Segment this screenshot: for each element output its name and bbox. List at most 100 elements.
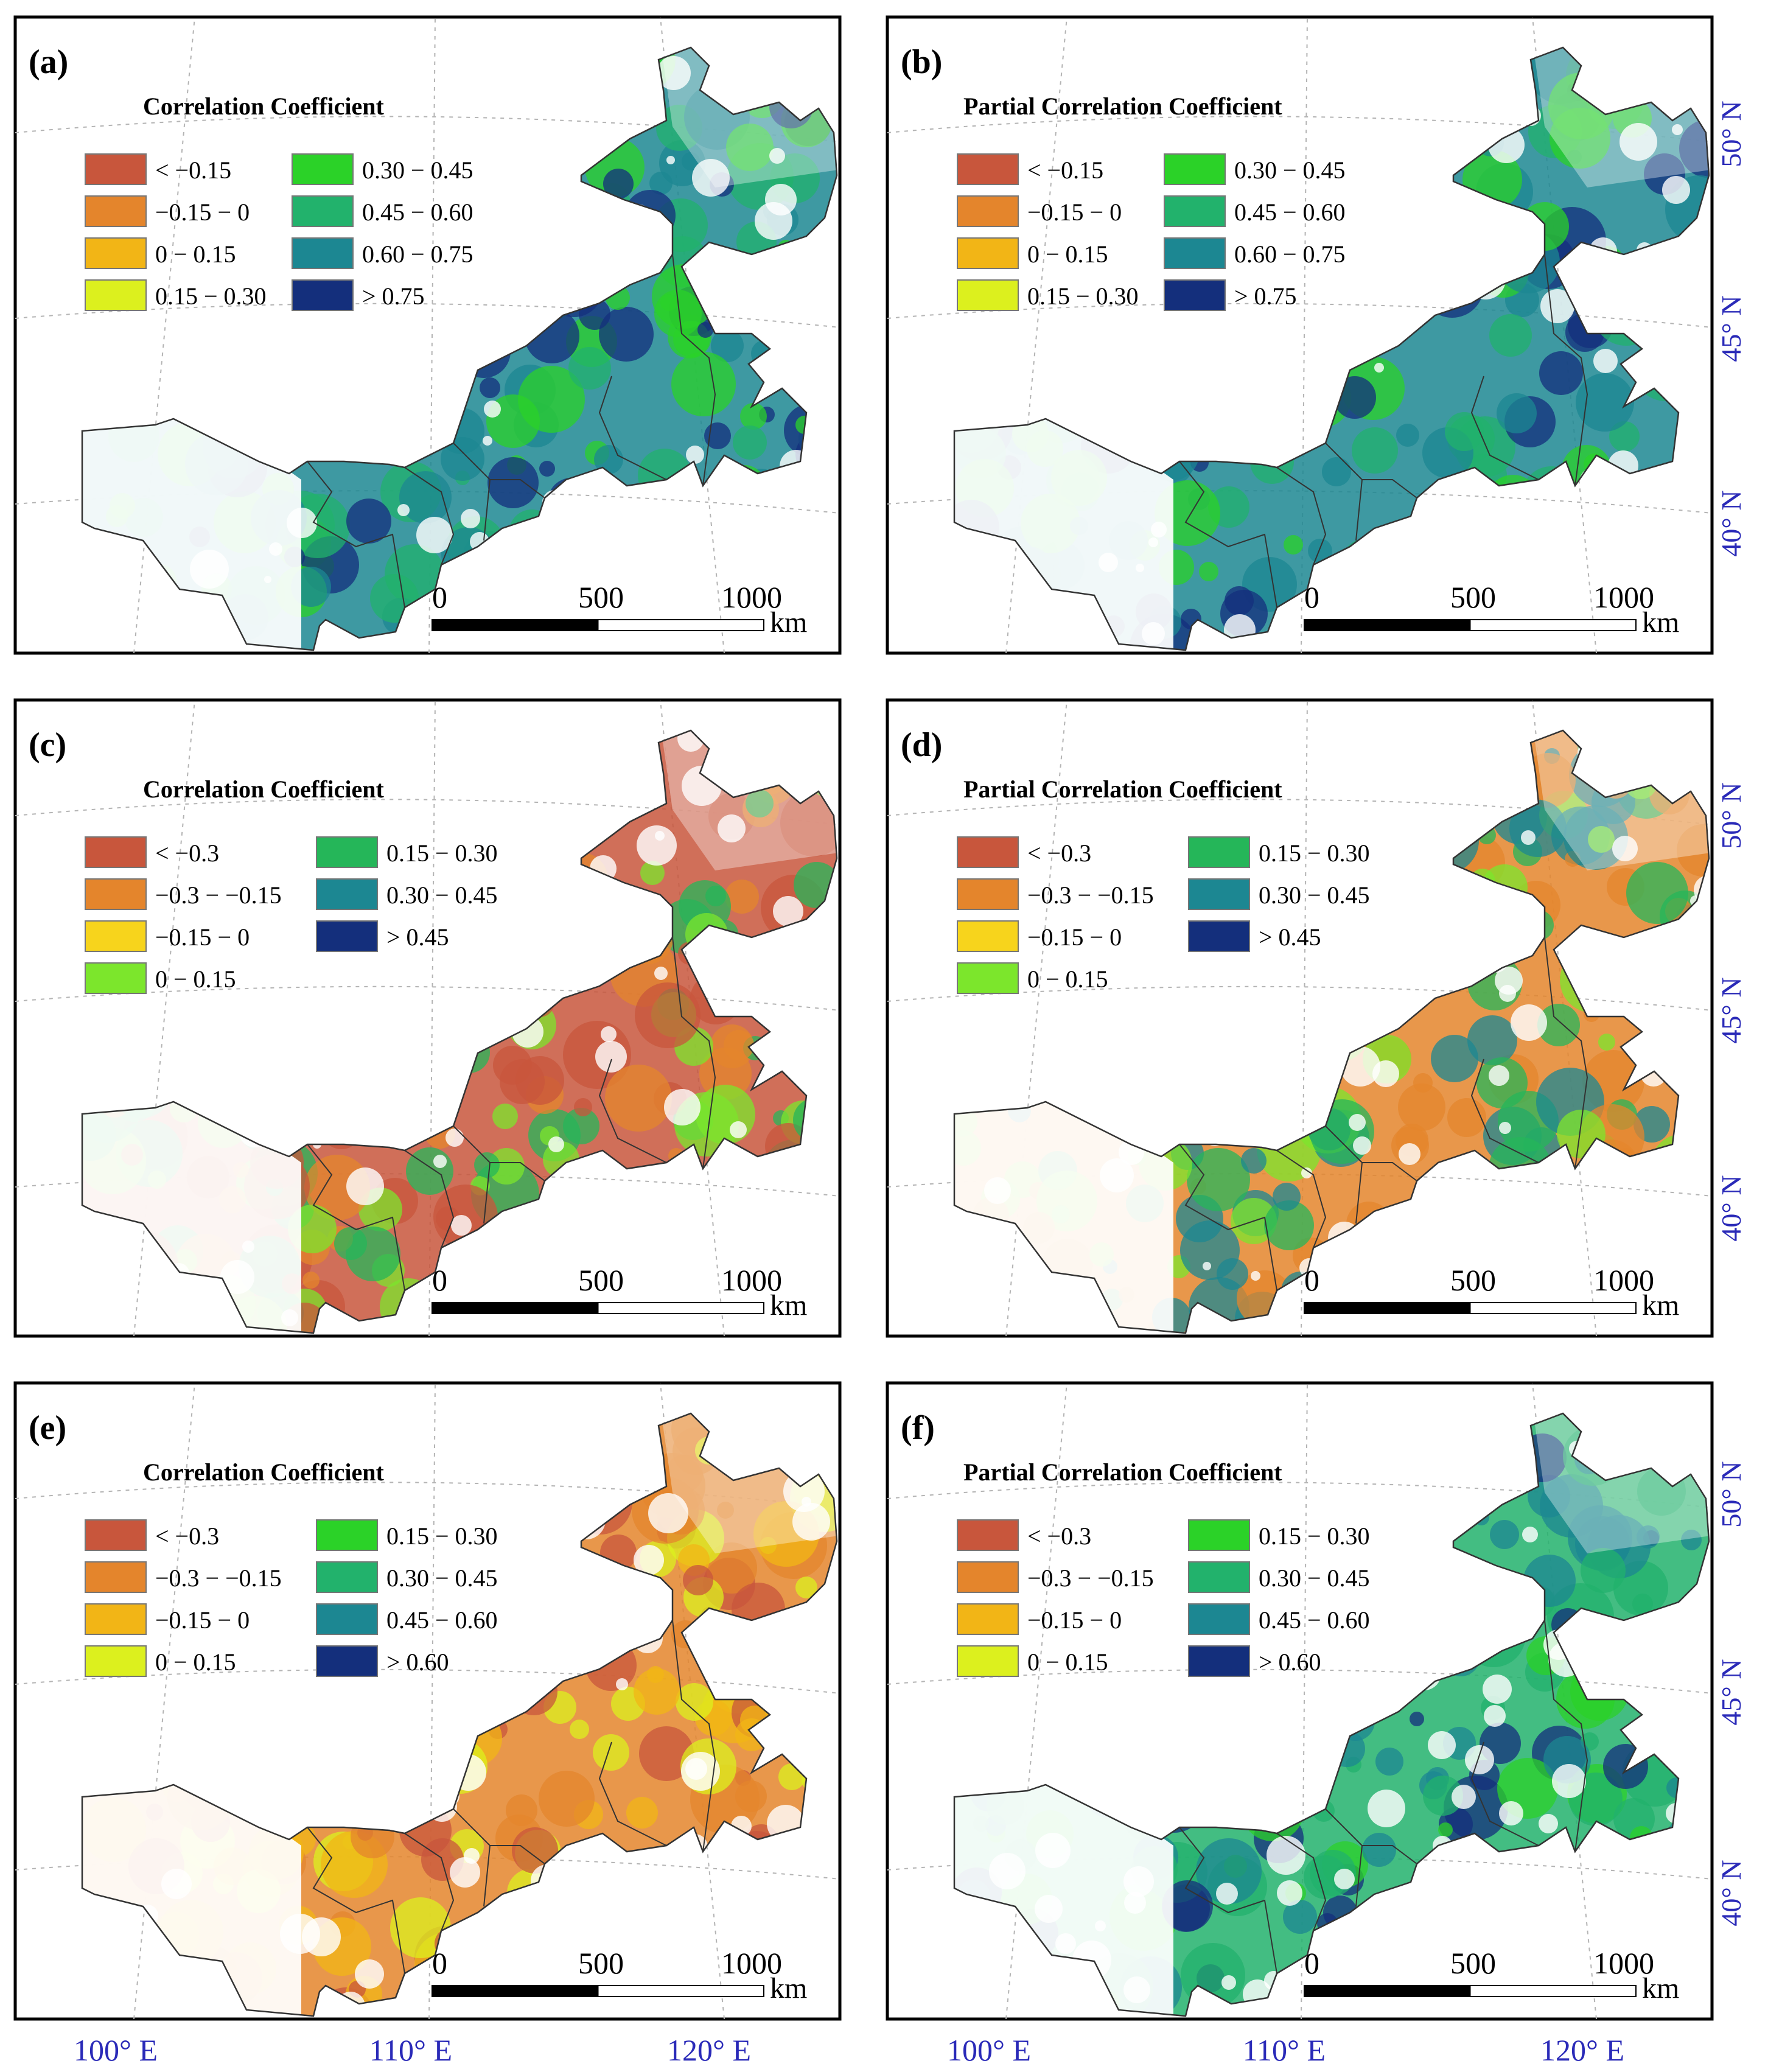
panel-label: (b) [901, 43, 942, 81]
legend-label: 0 − 0.15 [1027, 965, 1108, 993]
panel-label: (f) [901, 1409, 935, 1447]
legend-swatch [316, 878, 378, 910]
legend-label: > 0.45 [386, 923, 449, 951]
panel-label: (c) [29, 726, 66, 764]
latitude-label: 50° N [1716, 782, 1747, 849]
legend-label: 0.15 − 0.30 [1027, 282, 1139, 310]
legend-label: 0.60 − 0.75 [1234, 240, 1346, 268]
scale-tick-label: 1000 [1593, 580, 1654, 614]
legend-label: −0.15 − 0 [1027, 1606, 1122, 1634]
legend-label: −0.15 − 0 [155, 1606, 250, 1634]
longitude-label: 120° E [667, 2033, 751, 2067]
legend-label: 0 − 0.15 [1027, 1648, 1108, 1676]
legend-label: −0.3 − −0.15 [1027, 1564, 1154, 1592]
legend-label: 0.15 − 0.30 [386, 1522, 498, 1550]
legend-swatch [1188, 878, 1250, 910]
legend-title: Correlation Coefficient [143, 775, 384, 803]
map-panel-a: (a) Correlation Coefficient < −0.15 −0.15 −… [13, 15, 842, 655]
legend-swatch [957, 195, 1019, 227]
legend-label: −0.15 − 0 [155, 198, 250, 226]
graticule [887, 1382, 1713, 2020]
graticule [887, 16, 1713, 654]
longitude-label: 110° E [1243, 2033, 1326, 2067]
legend-label: −0.3 − −0.15 [155, 1564, 282, 1592]
latitude-label: 45° N [1716, 295, 1747, 362]
scale-tick-label: 500 [1450, 580, 1496, 614]
map-panel-b: (b) Partial Correlation Coefficient < −0.1… [886, 15, 1714, 655]
scale-tick-label: 0 [432, 1263, 447, 1297]
legend-swatch [316, 1519, 378, 1551]
scale-tick-label: 1000 [721, 580, 782, 614]
legend-swatch [1164, 153, 1226, 185]
map-panel-c: (c) Correlation Coefficient < −0.3 −0.3 − −… [13, 698, 842, 1338]
scale-unit: km [1642, 1972, 1679, 2004]
scale-unit: km [1642, 1289, 1679, 1321]
legend-label: 0.30 − 0.45 [386, 1564, 498, 1592]
legend-swatch [85, 920, 147, 952]
legend-label: > 0.45 [1259, 923, 1321, 951]
legend-swatch [957, 920, 1019, 952]
legend: < −0.15 −0.15 − 0 0 − 0.15 0.15 − 0.30 0.30 … [85, 153, 473, 311]
legend-swatch [316, 1603, 378, 1635]
legend-label: < −0.3 [155, 839, 219, 867]
legend-swatch [957, 836, 1019, 868]
scale-unit: km [1642, 606, 1679, 639]
legend-swatch [1164, 279, 1226, 311]
legend-label: 0 − 0.15 [155, 965, 236, 993]
map-panel-f: (f) Partial Correlation Coefficient < −0.3… [886, 1381, 1714, 2021]
legend: < −0.3 −0.3 − −0.15 −0.15 − 0 0 − 0.15 0.15 … [85, 1519, 498, 1677]
legend-swatch [85, 1519, 147, 1551]
legend-label: > 0.75 [1234, 282, 1297, 310]
legend-swatch [85, 1645, 147, 1677]
legend: < −0.3 −0.3 − −0.15 −0.15 − 0 0 − 0.15 0.15 … [957, 1519, 1370, 1677]
panel-label: (e) [29, 1409, 66, 1447]
scale-tick-label: 1000 [721, 1946, 782, 1980]
scale-tick-label: 1000 [1593, 1263, 1654, 1297]
legend-swatch [957, 1561, 1019, 1593]
legend-title: Partial Correlation Coefficient [963, 1458, 1282, 1486]
legend-label: −0.3 − −0.15 [155, 881, 282, 909]
scale-unit: km [770, 1289, 807, 1321]
latitude-label: 45° N [1716, 1659, 1747, 1725]
legend-label: < −0.15 [155, 156, 231, 184]
scale-tick-label: 500 [578, 1263, 624, 1297]
legend-title: Correlation Coefficient [143, 1458, 384, 1486]
scale-tick-label: 0 [1304, 580, 1319, 614]
legend-title: Partial Correlation Coefficient [963, 93, 1282, 120]
legend-label: −0.15 − 0 [155, 923, 250, 951]
legend-swatch [85, 962, 147, 994]
legend-label: 0 − 0.15 [155, 1648, 236, 1676]
scale-tick-label: 0 [432, 1946, 447, 1980]
scale-unit: km [770, 606, 807, 639]
legend-label: 0.45 − 0.60 [362, 198, 473, 226]
panel-label: (a) [29, 43, 68, 81]
legend-label: > 0.75 [362, 282, 425, 310]
legend-label: 0.15 − 0.30 [155, 282, 267, 310]
legend-swatch [1164, 237, 1226, 269]
legend-swatch [957, 1645, 1019, 1677]
legend-label: 0.60 − 0.75 [362, 240, 473, 268]
legend-label: 0 − 0.15 [1027, 240, 1108, 268]
legend-label: < −0.3 [1027, 839, 1091, 867]
legend-swatch [1188, 920, 1250, 952]
legend-title: Partial Correlation Coefficient [963, 775, 1282, 803]
latitude-label: 45° N [1716, 977, 1747, 1043]
legend-label: 0.30 − 0.45 [1234, 156, 1346, 184]
legend-label: 0.30 − 0.45 [386, 881, 498, 909]
legend-label: 0.45 − 0.60 [386, 1606, 498, 1634]
legend-swatch [1188, 1645, 1250, 1677]
legend-swatch [957, 1603, 1019, 1635]
graticule [15, 1382, 840, 2020]
scale-tick-label: 1000 [1593, 1946, 1654, 1980]
map-panel-d: (d) Partial Correlation Coefficient < −0.3… [886, 698, 1714, 1338]
legend-label: < −0.3 [1027, 1522, 1091, 1550]
scale-unit: km [770, 1972, 807, 2004]
scale-tick-label: 0 [1304, 1946, 1319, 1980]
legend: < −0.3 −0.3 − −0.15 −0.15 − 0 0 − 0.15 0.15 … [957, 836, 1370, 994]
panel-label: (d) [901, 726, 942, 764]
legend-label: 0 − 0.15 [155, 240, 236, 268]
latitude-label: 50° N [1716, 100, 1747, 167]
